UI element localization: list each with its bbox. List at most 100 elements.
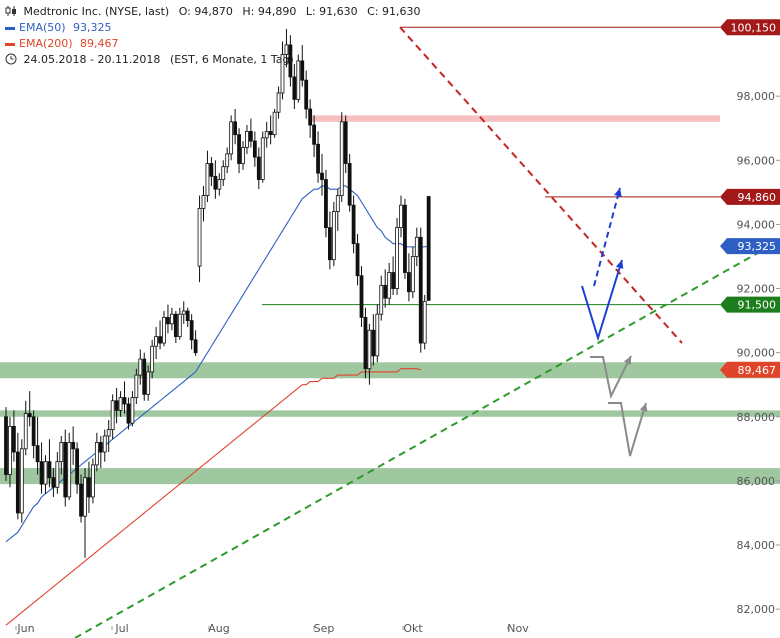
candle-body-23 [94,442,99,466]
support-zone-2 [0,468,780,485]
candle-body-7 [31,416,36,447]
candle-20 [83,468,87,558]
blue-dashed-arrow [593,187,622,287]
candle-body-105 [418,236,423,344]
candle-24 [98,436,103,469]
candle-26 [106,419,111,453]
candle-body-34 [138,358,143,376]
candle-48 [193,330,198,356]
candle-body-55 [221,166,226,180]
candle-body-60 [241,147,245,164]
candle-36 [146,365,151,401]
blue-scenario-arrow [581,259,624,342]
candle-body-71 [284,44,289,55]
candle-body-73 [292,76,297,100]
resistance_high-tag-bg [720,19,780,36]
candle-39 [158,320,162,350]
support_line-tag-label: 91,500 [738,299,777,312]
candle-3 [15,432,20,520]
candle-body-81 [324,179,328,229]
candle-5 [23,400,28,456]
candle-body-100 [399,204,403,229]
candlestick-icon [5,6,16,16]
candle-body-96 [383,284,388,299]
candle-23 [94,432,99,472]
candle-body-61 [245,131,249,148]
candle-104 [414,227,419,267]
candle-body-67 [268,131,273,136]
candle-body-3 [15,451,20,514]
y-tick-label-0: 82,000 [737,603,776,616]
blue-scenario-arrow-head [615,260,624,269]
ema200-line [5,368,421,626]
candle-body-13 [55,461,60,488]
candle-45 [181,301,186,324]
candle-body-90 [359,275,364,318]
blue-dashed-arrow-path [593,187,621,287]
candle-body-42 [169,313,174,325]
support-line-tag: 91,500 [720,296,780,313]
candle-body-89 [355,243,360,277]
candle-body-28 [114,400,119,411]
candle-60 [241,141,245,170]
x-tick-label-4: Okt [403,622,423,635]
candle-body-99 [395,227,399,289]
candle-89 [355,234,360,286]
candle-101 [403,198,407,279]
candle-84 [335,189,340,231]
candle-76 [304,70,309,119]
candle-body-22 [91,464,95,498]
candle-90 [359,266,364,328]
pink-resistance-zone [312,115,720,122]
x-tick-label-1: Jul [114,622,128,635]
ema200-label: EMA(200) [19,37,73,50]
candle-body-74 [296,60,301,100]
candle-15 [63,429,68,507]
grey-scenario-arrow-2 [608,402,648,457]
candle-body-41 [166,316,170,325]
candle-body-44 [177,313,182,338]
candle-body-15 [63,442,68,498]
candle-86 [343,115,348,174]
ema50-value: 93,325 [73,21,112,34]
candle-93 [371,314,376,366]
candle-2 [11,410,16,462]
candle-32 [130,391,135,427]
candle-body-95 [379,284,384,315]
candle-body-66 [264,131,269,139]
candle-41 [166,304,170,334]
candle-body-68 [272,111,277,136]
candle-91 [363,307,368,379]
candle-8 [35,416,40,475]
candle-75 [300,44,305,87]
candle-38 [154,327,159,360]
candle-body-29 [118,397,123,411]
ema50_tag-tag-label: 93,325 [738,240,777,253]
x-tick-label-5: Nov [507,622,529,635]
candle-body-4 [19,448,24,514]
candle-14 [59,436,64,475]
blue-dashed-arrow-head [614,188,622,197]
candle-body-35 [142,358,147,395]
grey-scenario-arrow-2-head [639,403,648,412]
candle-body-48 [193,339,198,354]
y-tick-label-2: 86,000 [737,475,776,488]
candle-body-106 [422,300,427,344]
candle-99 [395,218,399,295]
y-tick-label-3: 88,000 [737,411,776,424]
candle-71 [284,28,289,68]
chart-legend: Medtronic Inc. (NYSE, last) O: 94,870 H:… [5,4,421,68]
candle-body-80 [320,172,324,180]
ema200_tag-tag-bg [720,361,780,378]
ema50_tag-tag-bg [720,238,780,255]
candle-body-52 [209,163,214,177]
candle-body-51 [205,163,210,196]
ema50-swatch [5,26,15,30]
candle-body-91 [363,316,368,370]
grey-scenario-arrow-2-path [608,402,647,457]
candle-102 [406,253,411,302]
y-tick-label-6: 94,000 [737,218,776,231]
candle-47 [189,314,194,350]
candle-body-9 [39,461,44,485]
